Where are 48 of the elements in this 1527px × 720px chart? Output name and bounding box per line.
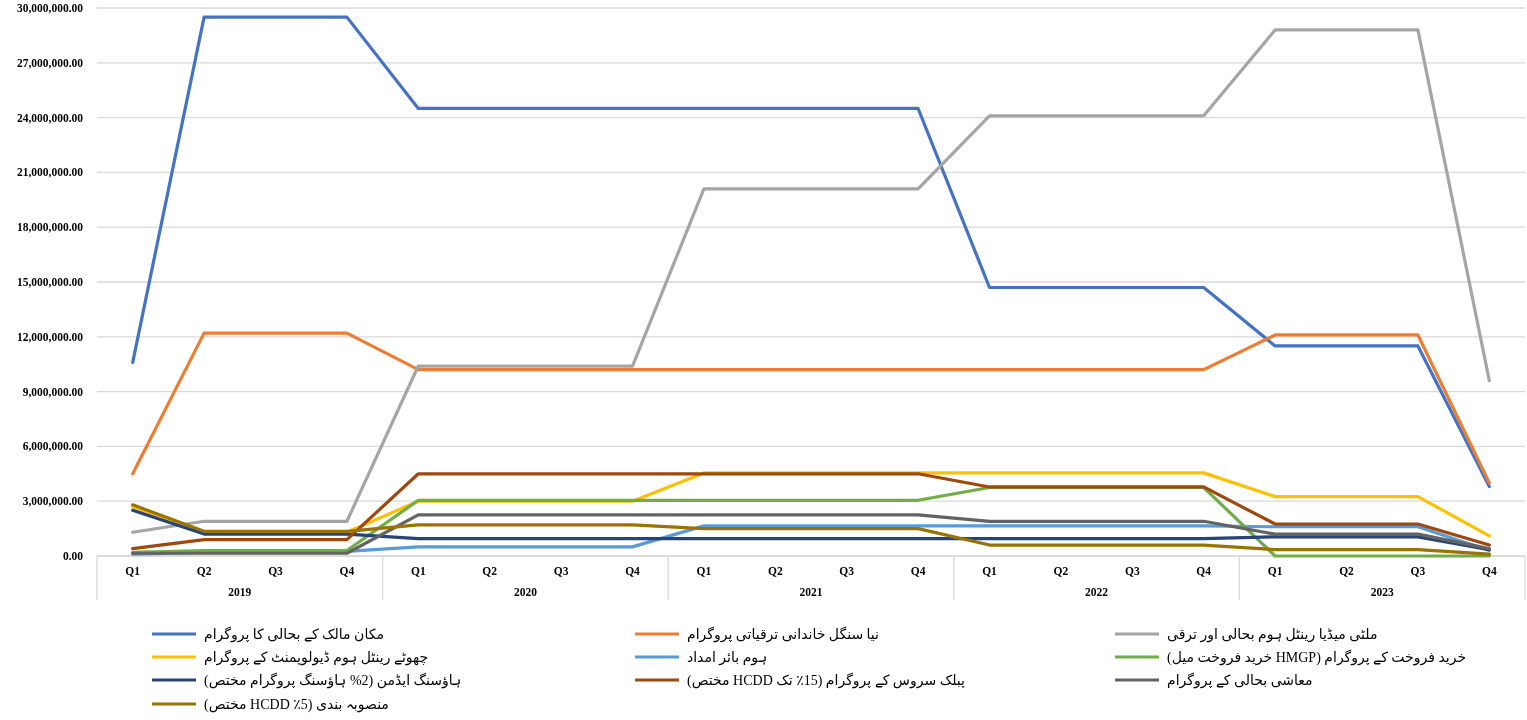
x-tick-label: Q2 [1053,565,1069,577]
x-tick-label: Q2 [1339,565,1355,577]
text: 2022 [1085,586,1109,598]
x-tick-label: Q2 [767,565,783,577]
x-tick-label: Q3 [553,565,569,577]
x-tick-label: Q4 [339,565,355,577]
x-tick-label: Q3 [839,565,855,577]
y-tick-label: 15,000,000.00 [16,276,84,288]
legend-label: خرید فروخت کے پروگرام (HMGP خرید فروخت میل) [1167,649,1467,666]
y-tick-label: 12,000,000.00 [16,330,84,343]
text: 2020 [513,586,538,598]
y-tick-label: 30,000,000.00 [16,2,84,14]
y-tick-label: 3,000,000.00 [22,495,84,508]
x-tick-label: Q1 [982,565,998,577]
legend-label: ہوم بائر امداد [687,650,767,666]
y-tick-label: 9,000,000.00 [22,385,84,398]
text: 2019 [228,586,252,598]
x-tick-label: Q4 [625,565,641,577]
legend-label: پبلک سروس کے پروگرام (15٪ تک HCDD مختص) [687,672,966,689]
legend-label: چھوٹے رینٹل ہوم ڈیولوپمنٹ کے پروگرام [204,649,429,666]
x-tick-label: Q4 [1196,565,1212,577]
legend-label: منصوبہ بندی (5٪ HCDD مختص) [204,697,389,713]
y-tick-label: 18,000,000.00 [16,221,84,234]
x-tick-label: Q1 [1267,565,1283,577]
legend-label: نیا سنگل خاندانی ترقیاتی پروگرام [687,626,879,643]
x-tick-label: Q3 [1410,565,1426,577]
x-tick-label: Q2 [482,565,498,577]
x-tick-label: Q3 [1124,565,1140,577]
x-tick-label: Q1 [125,565,141,577]
y-tick-label: 21,000,000.00 [16,166,84,179]
legend-label: معاشی بحالی کے پروگرام [1167,672,1313,689]
legend-label: ہاؤسنگ ایڈمن (2% ہاؤسنگ پروگرام مختص) [204,672,462,689]
line-series [131,472,1491,551]
y-tick-label: 6,000,000.00 [22,440,84,453]
x-tick-label: Q1 [410,565,426,577]
x-tick-label: Q4 [910,565,926,577]
line-series [131,331,1491,485]
x-tick-label: Q3 [268,565,284,577]
x-tick-label: Q1 [696,565,712,577]
text: 2021 [799,586,823,598]
x-tick-label: Q2 [196,565,212,577]
y-tick-label: 27,000,000.00 [16,56,84,69]
x-tick-label: Q4 [1481,565,1497,577]
y-tick-label: 24,000,000.00 [16,111,84,124]
legend-label: مکان مالک کے بحالی کا پروگرام [204,626,384,643]
legend-label: ملٹی میڈیا رینٹل ہوم بحالی اور ترقی [1167,627,1378,643]
y-tick-label: 0.00 [62,550,84,562]
text: 2023 [1370,586,1394,598]
